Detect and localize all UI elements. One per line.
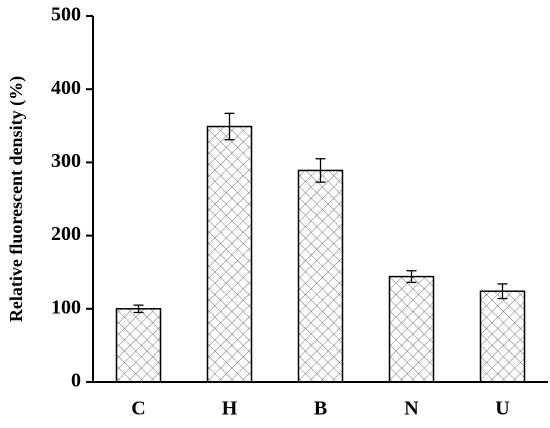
- error-bar: [224, 112, 235, 141]
- x-tick-label: N: [404, 398, 419, 420]
- error-bar: [133, 304, 144, 314]
- y-tick-label: 100: [51, 296, 81, 318]
- y-axis-label: Relative fluorescent density (%): [6, 76, 27, 322]
- bar: [479, 290, 526, 383]
- bar: [388, 275, 435, 383]
- y-tick-label: 400: [51, 77, 81, 99]
- error-bar: [497, 283, 508, 300]
- x-tick-label: C: [131, 398, 145, 420]
- x-tick-label: H: [222, 398, 238, 420]
- y-tick-label: 200: [51, 223, 81, 245]
- bar: [297, 169, 344, 383]
- x-tick-label: U: [495, 398, 509, 420]
- y-tick-label: 500: [51, 4, 81, 26]
- y-tick-label: 0: [71, 370, 81, 392]
- error-bar: [406, 270, 417, 284]
- bar: [115, 308, 162, 383]
- x-tick-label: B: [314, 398, 327, 420]
- error-bar: [315, 158, 326, 183]
- y-tick-label: 300: [51, 150, 81, 172]
- bar: [206, 125, 253, 383]
